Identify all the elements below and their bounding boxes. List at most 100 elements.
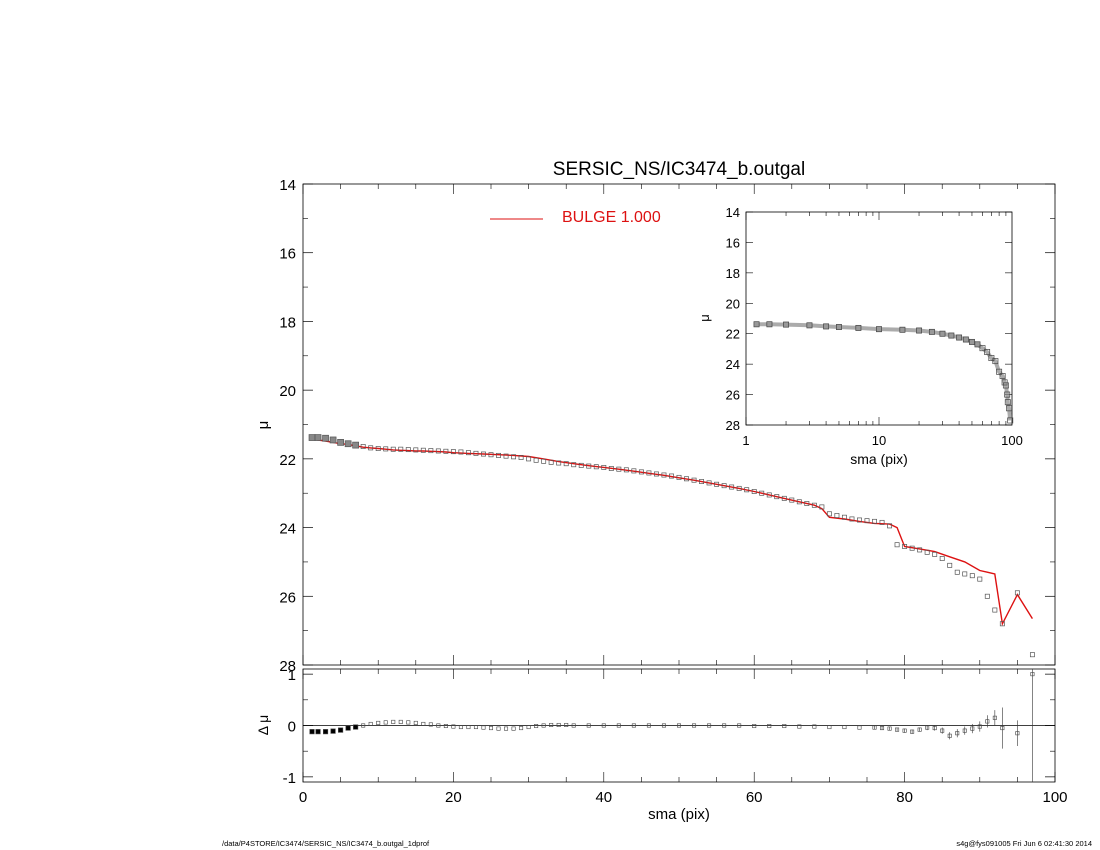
main-y-tick-labels: 14 16 18 20 22 24 26 28: [279, 177, 296, 675]
residual-point: [947, 733, 952, 738]
data-point: [375, 446, 381, 452]
data-point: [638, 469, 644, 475]
data-point: [969, 573, 975, 579]
inset-data-point: [1002, 382, 1009, 389]
data-point: [571, 462, 577, 468]
data-point: [744, 487, 750, 493]
data-point: [826, 511, 832, 517]
data-point: [999, 621, 1005, 627]
residual-point: [330, 728, 336, 734]
data-point: [661, 472, 667, 478]
main-y-axis-label: μ: [255, 421, 272, 430]
inset-data-point: [1006, 405, 1012, 412]
residual-point: [887, 726, 892, 731]
inset-data-point: [823, 323, 830, 330]
x-tick-label: 0: [299, 789, 307, 806]
inset-y-tick-label: 14: [726, 205, 740, 220]
data-point: [1014, 590, 1020, 596]
inset-data-point: [855, 324, 862, 331]
data-point: [368, 445, 374, 451]
residual-point: [737, 723, 742, 728]
residual-y-tick-label: -1: [283, 770, 296, 787]
data-point: [759, 490, 765, 496]
data-point: [308, 434, 316, 441]
residual-point: [661, 723, 666, 728]
data-point: [924, 549, 930, 555]
residual-point: [466, 725, 471, 730]
inset-y-tick-label: 28: [726, 418, 740, 433]
data-point: [443, 448, 449, 454]
data-point: [488, 452, 494, 458]
residual-point: [428, 722, 433, 727]
data-point: [496, 452, 501, 458]
residual-point: [473, 725, 478, 730]
residual-point: [511, 726, 516, 731]
data-point: [841, 514, 847, 520]
residual-point: [571, 723, 576, 728]
residual-point: [827, 725, 832, 730]
residual-point: [586, 723, 591, 728]
x-tick-labels: 0 20 40 60 80 100: [299, 789, 1068, 806]
data-point: [601, 464, 607, 470]
data-point: [714, 481, 720, 487]
residual-point: [496, 726, 501, 731]
inset-data-point: [1004, 399, 1011, 406]
data-point: [774, 494, 780, 500]
data-point: [699, 479, 705, 484]
main-ticks: [302, 183, 1056, 666]
data-point: [465, 450, 471, 456]
inset-panel: 14 16 18 20 22 24 26 28 1 10 100 sma (pix) μ: [697, 205, 1023, 467]
inset-data-point: [984, 349, 991, 355]
data-point: [533, 457, 539, 463]
inset-data-point: [806, 322, 813, 329]
inset-data-point: [1007, 417, 1014, 424]
inset-data-point: [948, 332, 955, 339]
residual-point: [977, 724, 982, 729]
residual-y-tick-label: 1: [288, 667, 296, 684]
residual-point: [895, 727, 900, 732]
inset-data-point: [1001, 379, 1008, 386]
data-point: [962, 571, 968, 577]
data-point: [458, 449, 464, 455]
data-point: [751, 489, 757, 494]
residual-point: [519, 726, 524, 731]
main-y-tick-label: 20: [279, 383, 296, 400]
residual-point: [1000, 726, 1005, 731]
data-point: [849, 516, 855, 522]
data-point: [322, 434, 329, 442]
main-y-tick-label: 28: [279, 658, 296, 675]
inset-plot-frame: [745, 211, 1013, 426]
inset-x-tick-labels: 1 10 100: [742, 433, 1022, 448]
data-point: [314, 434, 322, 441]
footer-timestamp: s4g@fys091005 Fri Jun 6 02:41:30 2014: [956, 839, 1092, 848]
data-point: [736, 485, 742, 491]
data-point: [932, 551, 938, 557]
residual-point: [601, 723, 606, 728]
data-point: [548, 459, 554, 465]
residual-point: [526, 725, 531, 730]
inset-y-tick-label: 26: [726, 388, 740, 403]
residual-point: [451, 724, 456, 729]
data-point: [721, 483, 727, 489]
residual-point: [443, 724, 448, 729]
residual-point: [631, 723, 636, 728]
data-point: [992, 607, 998, 613]
data-point: [608, 466, 614, 471]
residual-point: [970, 726, 975, 731]
residual-point: [353, 724, 359, 730]
main-y-tick-label: 26: [279, 589, 296, 606]
data-point: [789, 497, 795, 503]
inset-data-point: [992, 358, 999, 365]
data-point: [631, 468, 637, 474]
data-point: [811, 502, 817, 508]
data-point: [1029, 652, 1035, 658]
inset-data-point: [979, 345, 986, 352]
residual-point: [932, 726, 937, 731]
inset-data-point: [974, 341, 981, 348]
residual-panel: -101 0 20 40 60 80 100 sma (pix) Δ μ: [255, 667, 1068, 823]
residual-point: [309, 729, 315, 735]
inset-data-point: [916, 327, 922, 334]
inset-ticks: [745, 211, 1012, 426]
residual-point: [782, 724, 787, 729]
